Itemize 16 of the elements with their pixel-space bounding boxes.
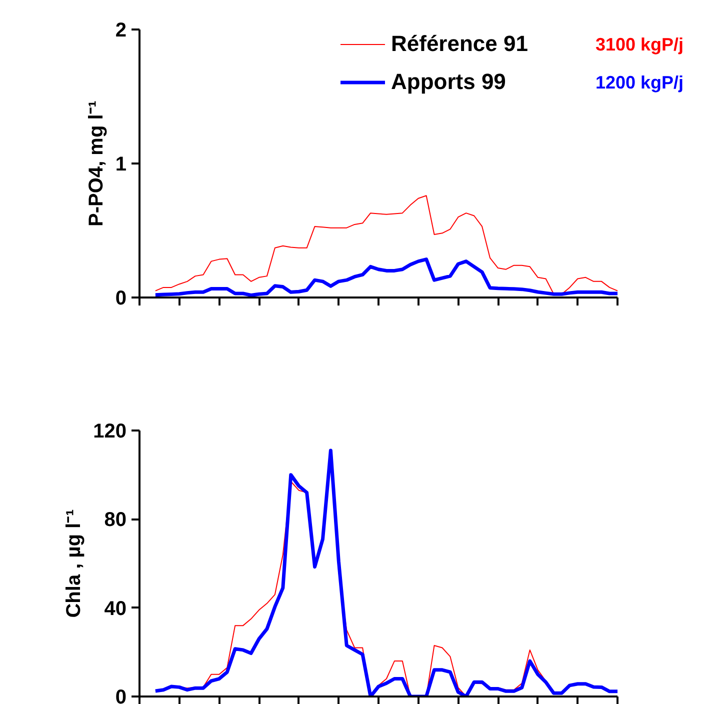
line-series xyxy=(154,448,620,696)
y-tick-label: 80 xyxy=(104,509,127,532)
y-tick-label: 0 xyxy=(115,686,126,704)
annotation: 3100 kgP/j xyxy=(596,34,684,54)
line-series xyxy=(154,258,620,297)
y-tick-label: 1 xyxy=(115,154,126,176)
y-tick-label: 2 xyxy=(115,20,126,42)
legend-label: Référence 91 xyxy=(391,30,528,58)
y-tick-label: 40 xyxy=(104,598,127,620)
legend-label: Apports 99 xyxy=(391,68,506,96)
y-axis-title: Chla , µg l⁻¹ xyxy=(63,508,86,618)
line-series xyxy=(154,195,618,295)
annotation: 1200 kgP/j xyxy=(596,72,684,92)
y-tick-label: 0 xyxy=(115,288,126,310)
y-axis-title: P-PO4, mg l⁻¹ xyxy=(85,100,108,226)
y-tick-label: 120 xyxy=(93,420,127,442)
